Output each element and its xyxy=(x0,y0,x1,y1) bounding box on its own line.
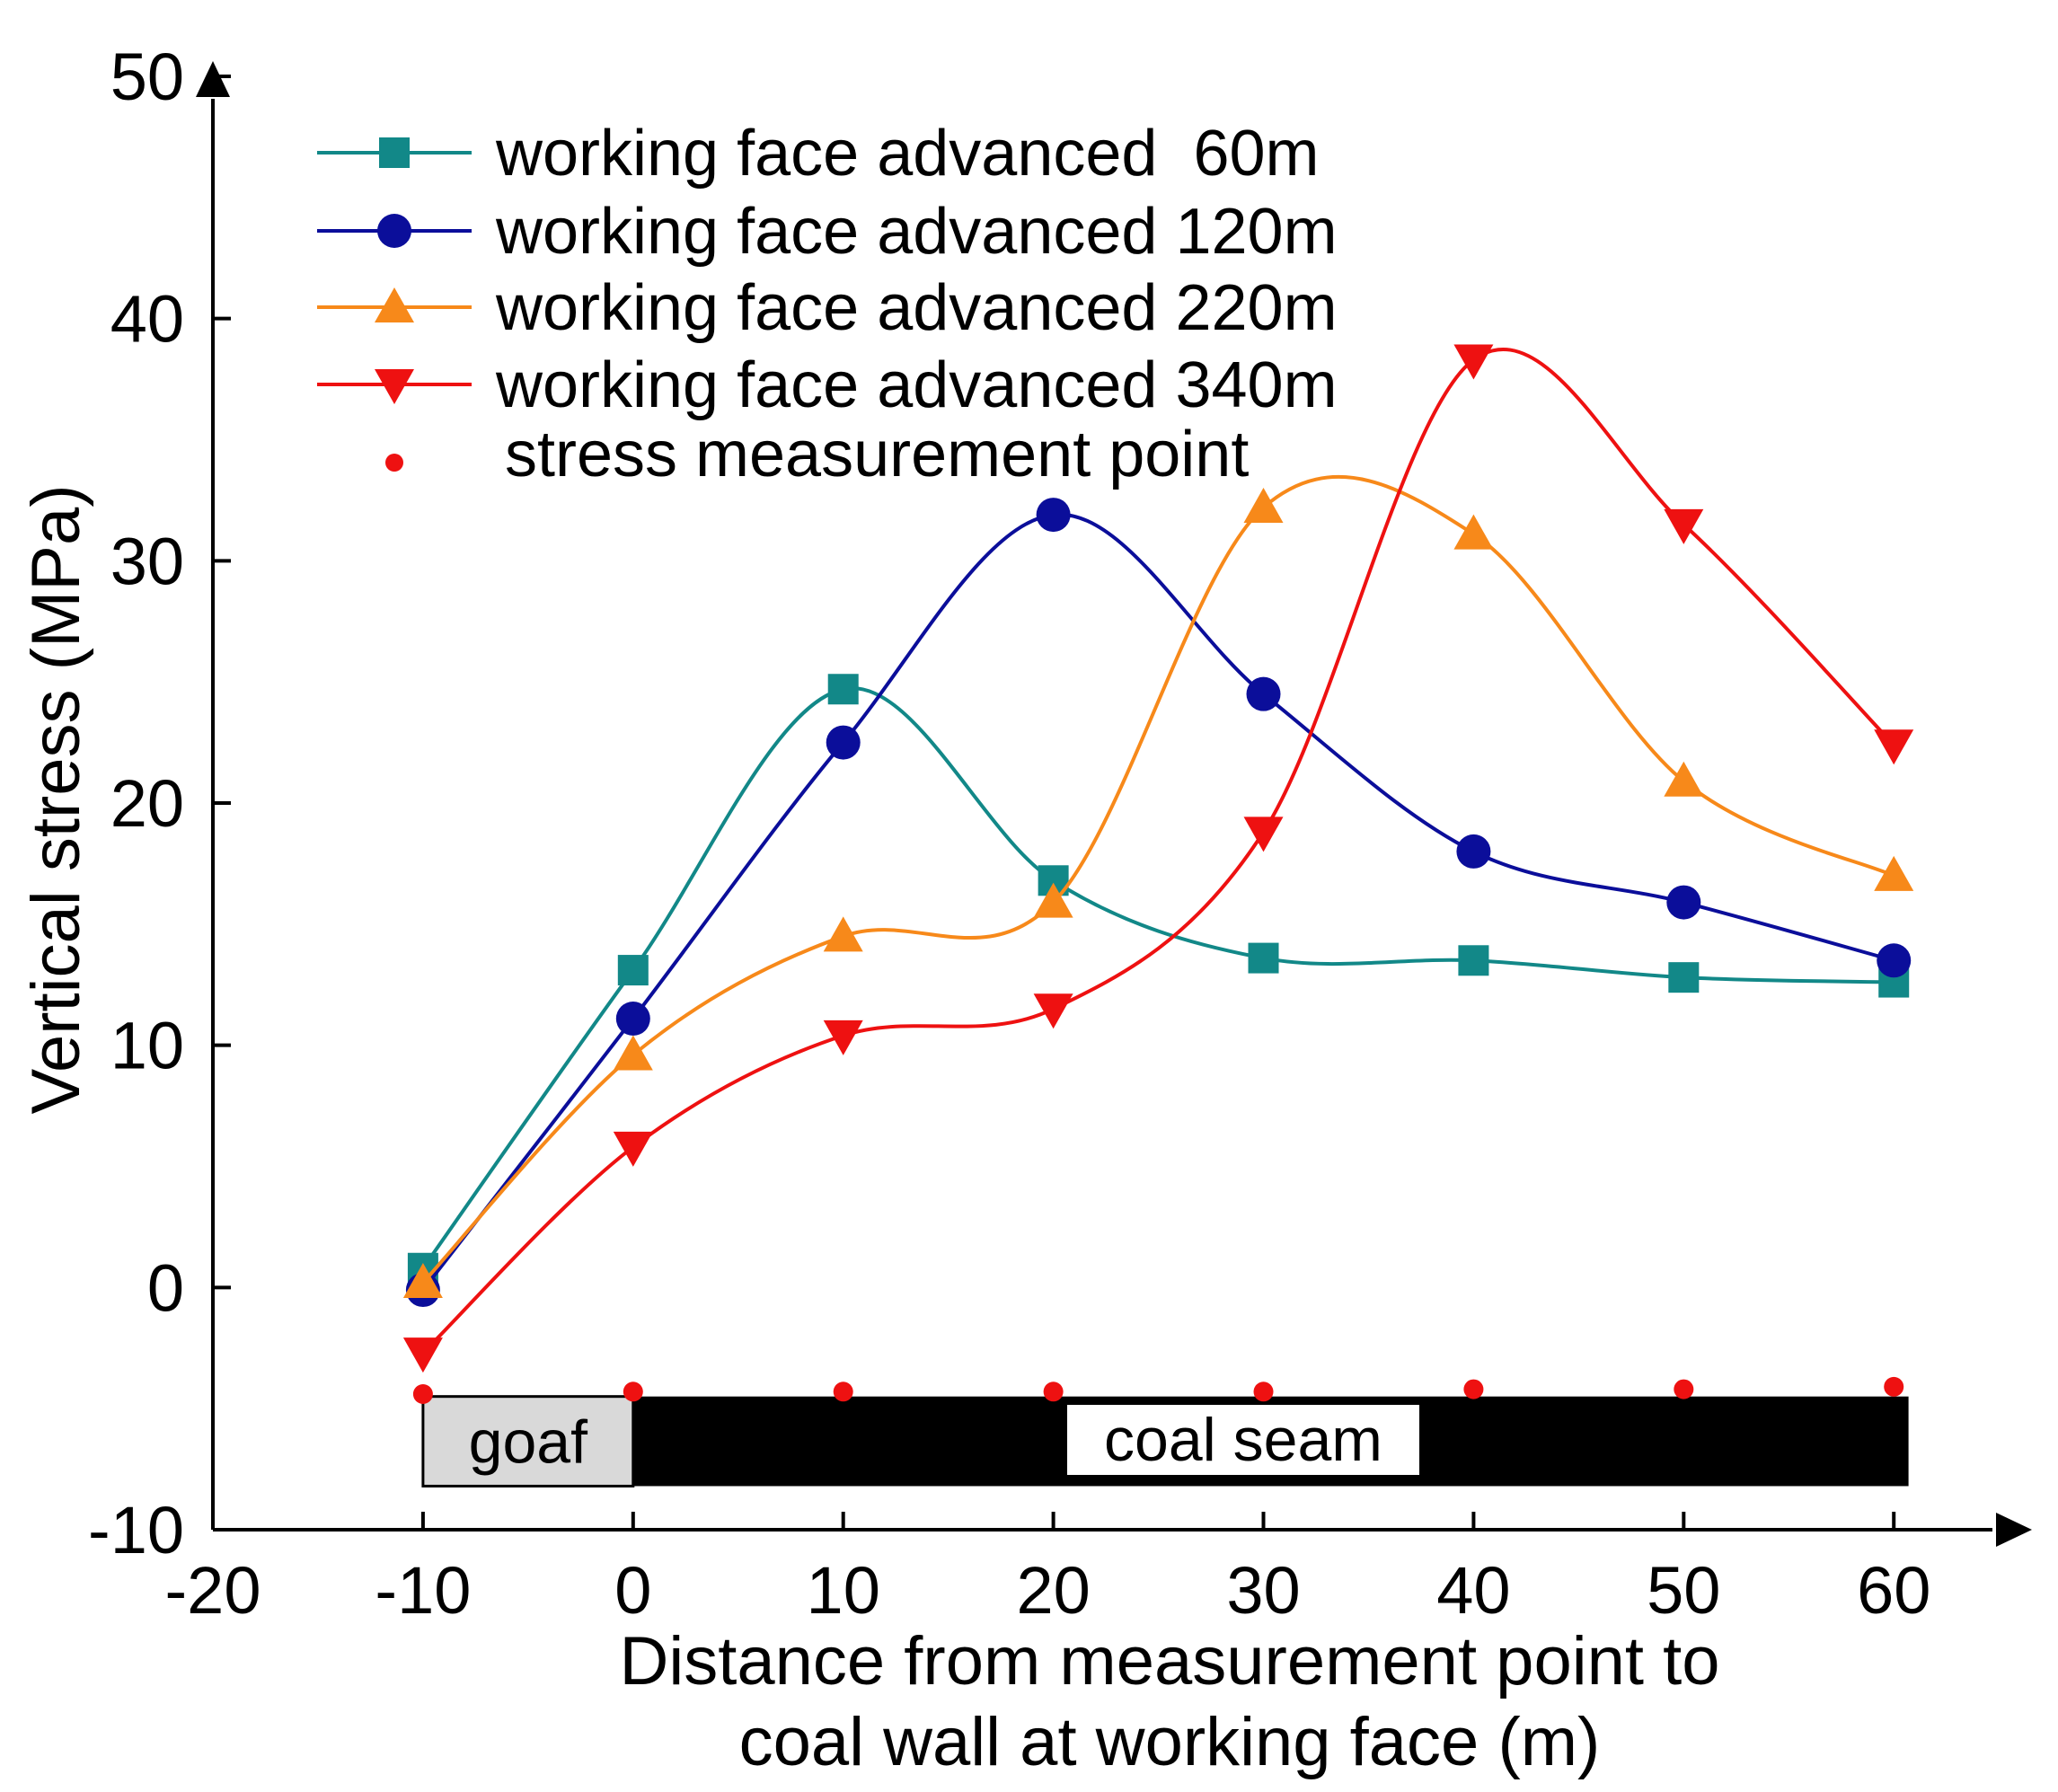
measurement-point xyxy=(1043,1382,1064,1402)
series-line xyxy=(421,474,1895,1284)
x-tick-label: -10 xyxy=(375,1553,471,1628)
x-tick-label: 40 xyxy=(1436,1553,1510,1628)
data-point xyxy=(1874,855,1914,891)
data-point xyxy=(613,1035,653,1071)
x-tick-label: 10 xyxy=(807,1553,880,1628)
x-axis-arrow xyxy=(1996,1513,2032,1547)
data-point xyxy=(1246,676,1281,711)
goaf-block xyxy=(421,1395,635,1487)
legend-marker xyxy=(377,214,411,248)
axis-labels: Vertical stress (MPa) Distance from meas… xyxy=(18,484,1719,1780)
data-point xyxy=(1877,943,1912,978)
legend-label: working face advanced 220m xyxy=(495,272,1338,344)
data-point xyxy=(1243,817,1284,852)
data-point xyxy=(1668,962,1700,993)
legend-label: working face advanced 340m xyxy=(495,349,1338,421)
measurement-points xyxy=(412,1376,1904,1404)
y-axis-title: Vertical stress (MPa) xyxy=(18,484,94,1114)
series xyxy=(402,344,1914,1404)
coal-seam-label-box xyxy=(1067,1405,1419,1475)
legend-marker xyxy=(379,137,410,168)
x-tick-label: -20 xyxy=(165,1553,261,1628)
y-tick-label: 30 xyxy=(110,524,184,598)
x-tick-label: 30 xyxy=(1226,1553,1300,1628)
x-tick-label: 60 xyxy=(1857,1553,1930,1628)
coal-seam-label: coal seam xyxy=(1104,1406,1382,1474)
goaf-label: goaf xyxy=(469,1408,587,1477)
legend-label: working face advanced 120m xyxy=(495,196,1338,268)
y-tick-label: 50 xyxy=(110,40,184,114)
data-point xyxy=(615,1002,650,1037)
y-tick-label: 0 xyxy=(147,1250,184,1325)
data-point xyxy=(1243,488,1284,524)
measurement-point xyxy=(1674,1379,1694,1399)
measurement-point xyxy=(1463,1379,1484,1399)
data-point xyxy=(1248,942,1279,974)
x-axis-title-line-2: coal wall at working face (m) xyxy=(739,1704,1601,1780)
data-point xyxy=(617,955,649,986)
y-tick-label: 40 xyxy=(110,282,184,357)
data-point xyxy=(402,1337,443,1373)
legend-marker xyxy=(375,369,414,404)
data-point xyxy=(1664,761,1704,797)
data-point xyxy=(1453,344,1494,380)
legend-label: stress measurement point xyxy=(505,419,1249,490)
measurement-point xyxy=(1253,1382,1274,1402)
legend-label: working face advanced 60m xyxy=(495,118,1320,190)
data-point xyxy=(1458,945,1489,976)
data-point xyxy=(1456,834,1491,869)
data-point xyxy=(823,916,863,952)
data-point xyxy=(1666,885,1701,920)
data-point xyxy=(402,1262,443,1298)
strata-bar: goaf coal seam xyxy=(421,1395,1909,1487)
data-point xyxy=(826,725,861,760)
series-3 xyxy=(402,344,1914,1373)
data-point xyxy=(1033,882,1073,918)
y-tick-label: -10 xyxy=(88,1493,184,1567)
data-point xyxy=(823,1020,863,1055)
series-line xyxy=(421,347,1895,1355)
series-2 xyxy=(402,474,1914,1298)
y-tick-label: 10 xyxy=(110,1009,184,1083)
y-axis-arrow xyxy=(196,61,230,97)
y-tick-label: 20 xyxy=(110,766,184,841)
data-point xyxy=(1036,498,1071,533)
measurement-point xyxy=(412,1383,433,1404)
x-axis-title-line-1: Distance from measurement point to xyxy=(620,1623,1720,1699)
x-tick-label: 0 xyxy=(614,1553,651,1628)
data-point xyxy=(1664,508,1704,544)
measurement-point xyxy=(1884,1376,1904,1397)
measurement-point xyxy=(833,1382,853,1402)
x-tick-label: 20 xyxy=(1016,1553,1090,1628)
data-point xyxy=(1874,729,1914,765)
legend-marker xyxy=(385,454,403,472)
measurement-point xyxy=(623,1382,643,1402)
data-point xyxy=(1033,993,1073,1029)
series-1 xyxy=(405,498,1912,1308)
legend-marker xyxy=(375,287,414,322)
x-tick-label: 50 xyxy=(1647,1553,1720,1628)
data-point xyxy=(613,1131,653,1167)
data-point xyxy=(827,674,859,705)
data-point xyxy=(1453,514,1494,550)
